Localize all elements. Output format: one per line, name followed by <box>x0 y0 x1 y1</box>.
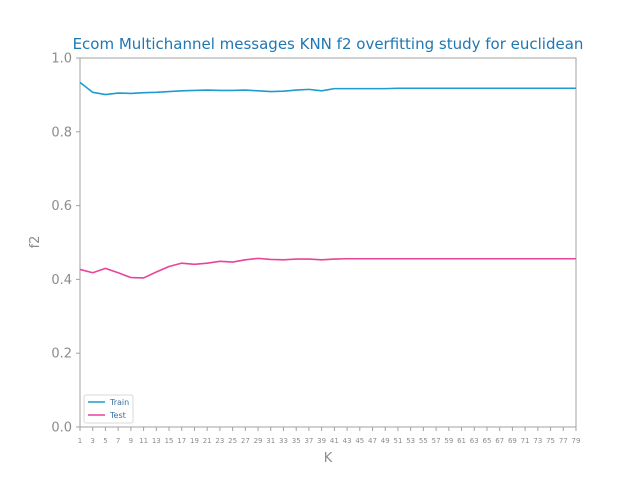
series-line-test <box>79 257 576 279</box>
x-tick-label: 73 <box>533 437 542 445</box>
x-tick-label: 3 <box>90 437 94 445</box>
plot-frame <box>79 57 577 428</box>
x-tick-label: 17 <box>177 437 186 445</box>
y-tick-label: 0.2 <box>51 347 72 362</box>
x-tick-label: 9 <box>129 437 133 445</box>
x-tick-label: 23 <box>215 437 224 445</box>
x-tick-label: 47 <box>368 437 377 445</box>
y-tick-label: 0.0 <box>51 421 72 436</box>
plot-area <box>79 57 577 428</box>
x-tick-label: 63 <box>470 437 479 445</box>
x-tick-label: 53 <box>406 437 415 445</box>
x-tick-label: 41 <box>330 437 339 445</box>
legend: Train Test <box>83 394 134 424</box>
series-line-train <box>79 81 576 96</box>
x-tick-label: 77 <box>559 437 568 445</box>
x-tick-label: 71 <box>521 437 530 445</box>
x-tick-label: 79 <box>572 437 581 445</box>
x-tick-label: 13 <box>152 437 161 445</box>
x-tick-label: 51 <box>393 437 402 445</box>
x-tick-label: 7 <box>116 437 120 445</box>
x-tick-label: 31 <box>266 437 275 445</box>
x-tick-label: 75 <box>546 437 555 445</box>
x-tick-label: 25 <box>228 437 237 445</box>
x-tick-label: 27 <box>241 437 250 445</box>
x-tick-label: 15 <box>165 437 174 445</box>
x-tick-label: 19 <box>190 437 199 445</box>
x-tick-label: 33 <box>279 437 288 445</box>
x-tick-label: 11 <box>139 437 148 445</box>
x-tick-label: 49 <box>381 437 390 445</box>
x-tick-label: 61 <box>457 437 466 445</box>
x-tick-label: 55 <box>419 437 428 445</box>
y-axis-label: f2 <box>28 236 43 249</box>
x-tick-label: 5 <box>103 437 107 445</box>
x-tick-label: 65 <box>483 437 492 445</box>
x-tick-label: 35 <box>292 437 301 445</box>
y-axis: 0.0 0.2 0.4 0.6 0.8 1.0 <box>51 52 80 436</box>
y-tick-label: 0.4 <box>51 273 72 288</box>
y-tick-label: 0.8 <box>51 125 72 140</box>
y-tick-label: 1.0 <box>51 52 72 67</box>
x-axis: 1 3 5 7 9 11 13 15 17 19 21 23 25 27 29 31 33 35 37 39 41 43 4… <box>78 427 581 445</box>
x-axis-label: K <box>324 451 333 466</box>
x-tick-label: 43 <box>343 437 352 445</box>
x-tick-label: 69 <box>508 437 517 445</box>
x-tick-label: 45 <box>355 437 364 445</box>
x-tick-label: 59 <box>444 437 453 445</box>
x-tick-label: 29 <box>254 437 263 445</box>
x-tick-label: 67 <box>495 437 504 445</box>
x-tick-label: 37 <box>304 437 313 445</box>
legend-label-train: Train <box>109 398 129 407</box>
x-tick-label: 39 <box>317 437 326 445</box>
x-tick-label: 21 <box>203 437 212 445</box>
x-tick-label: 57 <box>432 437 441 445</box>
chart-title: Ecom Multichannel messages KNN f2 overfi… <box>73 35 584 53</box>
y-tick-label: 0.6 <box>51 199 72 214</box>
legend-label-test: Test <box>109 411 126 420</box>
x-tick-label: 1 <box>78 437 82 445</box>
